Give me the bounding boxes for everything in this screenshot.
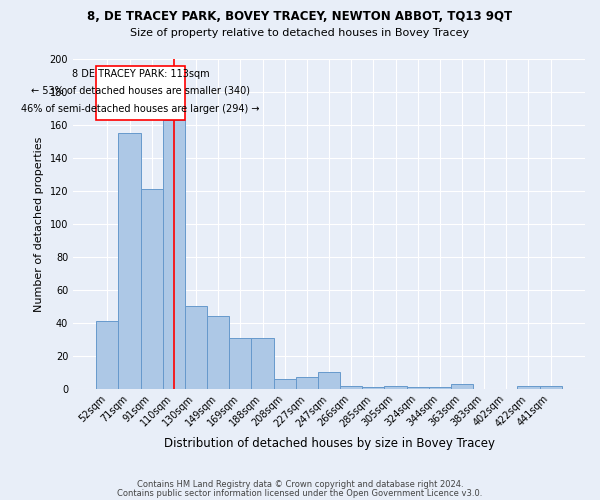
Text: Size of property relative to detached houses in Bovey Tracey: Size of property relative to detached ho… [130, 28, 470, 38]
Bar [429, 387, 451, 389]
Text: ← 53% of detached houses are smaller (340): ← 53% of detached houses are smaller (34… [31, 86, 250, 96]
Bar [274, 379, 296, 389]
Bar [251, 338, 274, 389]
Y-axis label: Number of detached properties: Number of detached properties [34, 136, 44, 312]
Bar [517, 386, 539, 389]
Bar [229, 338, 251, 389]
Bar [140, 190, 163, 389]
FancyBboxPatch shape [97, 66, 185, 120]
Bar [97, 321, 118, 389]
Bar [340, 386, 362, 389]
Bar [407, 387, 429, 389]
Bar [539, 386, 562, 389]
Text: 8, DE TRACEY PARK, BOVEY TRACEY, NEWTON ABBOT, TQ13 9QT: 8, DE TRACEY PARK, BOVEY TRACEY, NEWTON … [88, 10, 512, 23]
Bar [318, 372, 340, 389]
Bar [451, 384, 473, 389]
Text: Contains HM Land Registry data © Crown copyright and database right 2024.: Contains HM Land Registry data © Crown c… [137, 480, 463, 489]
Bar [163, 120, 185, 389]
Bar [207, 316, 229, 389]
Bar [118, 133, 140, 389]
Bar [185, 306, 207, 389]
Bar [362, 387, 385, 389]
Bar [385, 386, 407, 389]
X-axis label: Distribution of detached houses by size in Bovey Tracey: Distribution of detached houses by size … [164, 437, 494, 450]
Text: Contains public sector information licensed under the Open Government Licence v3: Contains public sector information licen… [118, 488, 482, 498]
Bar [296, 378, 318, 389]
Text: 46% of semi-detached houses are larger (294) →: 46% of semi-detached houses are larger (… [21, 104, 260, 114]
Text: 8 DE TRACEY PARK: 113sqm: 8 DE TRACEY PARK: 113sqm [71, 69, 209, 79]
